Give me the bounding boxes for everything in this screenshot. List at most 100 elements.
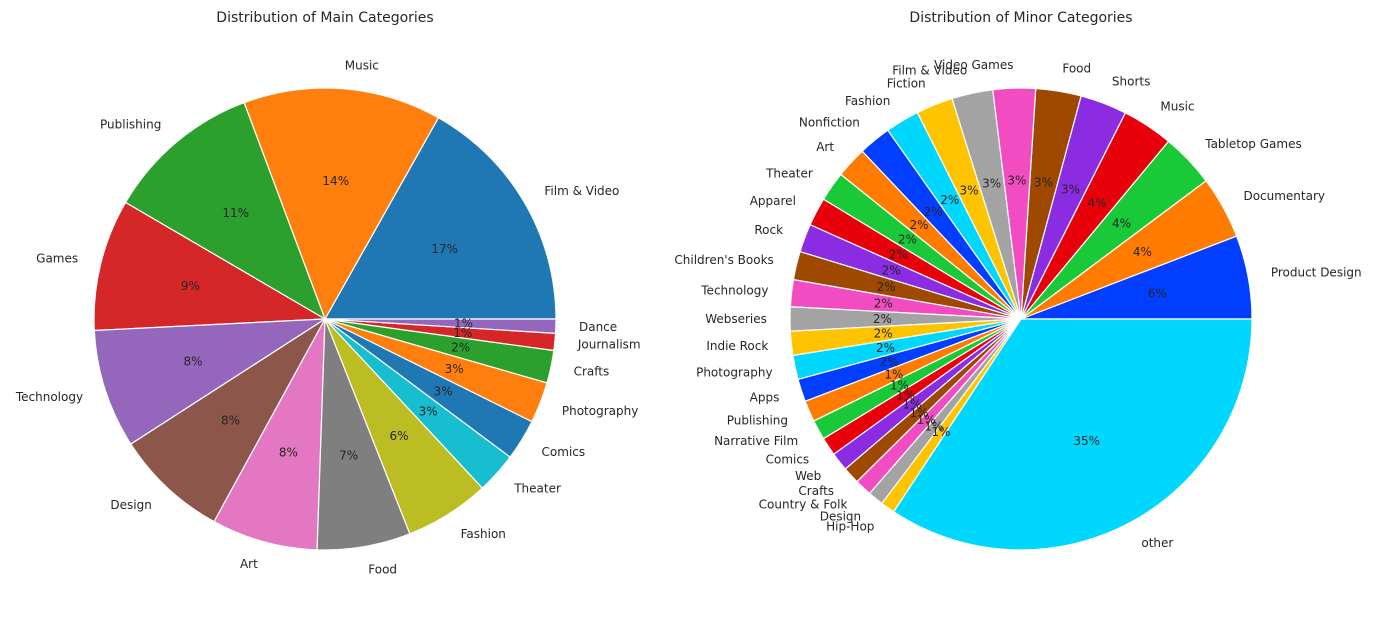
slice-pct-shorts: 3% [1061,183,1080,197]
slice-pct-music: 4% [1088,196,1107,210]
pie-slice-music [243,87,440,321]
slice-pct-country-folk: 1% [917,413,936,427]
slice-pct-product-design: 6% [1148,287,1167,301]
slice-label-design: Design [820,510,861,524]
slice-pct-crafts: 2% [451,341,470,355]
slice-pct-fashion: 6% [389,429,408,443]
slice-pct-film-video: 17% [431,242,458,256]
pie-slice-film-video [323,116,557,320]
slice-label-film-video: Film & Video [544,184,619,198]
pie-slice-other [892,318,1253,551]
slice-label-fiction: Fiction [887,76,926,90]
slice-label-webseries: Webseries [705,312,767,326]
slice-pct-nonfiction: 2% [924,205,943,219]
main-categories-title: Distribution of Main Categories [216,10,433,26]
slice-label-narrative-film: Narrative Film [714,434,798,448]
slice-pct-comics: 3% [434,385,453,399]
slice-pct-children-s-books: 2% [877,280,896,294]
slice-label-web: Web [795,469,821,483]
slice-label-theater: Theater [513,482,561,496]
slice-label-music: Music [345,59,379,73]
slice-label-apps: Apps [750,391,780,405]
slice-pct-fashion: 2% [940,193,959,207]
slice-label-art: Art [816,140,834,154]
slice-pct-rock: 2% [882,263,901,277]
slice-pct-games: 9% [181,279,200,293]
slice-label-games: Games [36,252,78,266]
slice-pct-journalism: 1% [453,326,472,340]
slice-pct-photography: 2% [876,341,895,355]
slice-pct-other: 35% [1073,434,1100,448]
slice-label-other: other [1141,536,1173,550]
slice-label-food: Food [1062,61,1091,75]
slice-pct-webseries: 2% [873,312,892,326]
main-categories-pie: Film & Video 17% Music 14% Publishing 11% Game… [15,59,641,577]
slice-pct-art: 8% [279,446,298,460]
slice-label-fashion: Fashion [845,94,890,108]
minor-categories-pie: Product Design 6% Documentary 4% Tabletop Ga… [674,58,1362,551]
slice-pct-crafts: 1% [910,406,929,420]
pie-slice-games [93,201,328,332]
slice-pct-web: 1% [903,398,922,412]
slice-label-comics: Comics [542,445,586,459]
slice-pct-theater: 2% [898,233,917,247]
slice-pct-video-games: 3% [1007,173,1026,187]
slice-label-crafts: Crafts [574,365,610,379]
slice-label-video-games: Video Games [934,58,1013,72]
slice-pct-publishing: 1% [884,367,903,381]
slice-pct-publishing: 11% [222,206,249,220]
slice-pct-theater: 3% [419,405,438,419]
pie-slice-technology [93,318,328,445]
slice-label-publishing: Publishing [100,118,161,132]
slice-pct-apps: 2% [880,355,899,369]
slice-label-photography: Photography [562,404,638,418]
pie-slice-art [213,318,326,551]
slice-label-technology: Technology [700,284,768,298]
slice-label-nonfiction: Nonfiction [799,115,860,129]
slice-pct-hip-hop: 1% [932,425,951,439]
slice-label-technology: Technology [15,390,83,404]
slice-label-theater: Theater [765,166,813,180]
slice-pct-music: 14% [322,174,349,188]
slice-pct-documentary: 4% [1133,245,1152,259]
slice-label-crafts: Crafts [798,484,834,498]
slice-label-film-video: Film & Video [892,64,967,78]
slice-label-indie-rock: Indie Rock [706,339,768,353]
pie-slice-publishing [124,101,327,321]
slice-pct-indie-rock: 2% [874,327,893,341]
slice-label-publishing: Publishing [727,414,788,428]
slice-pct-food: 3% [1034,175,1053,189]
slice-label-documentary: Documentary [1243,189,1325,203]
slice-label-journalism: Journalism [577,337,641,351]
slice-pct-food: 7% [339,449,358,463]
slice-label-comics: Comics [766,452,810,466]
slice-label-children-s-books: Children's Books [674,253,773,267]
slice-pct-comics: 1% [896,389,915,403]
slice-pct-art: 2% [910,218,929,232]
slice-label-shorts: Shorts [1112,75,1150,89]
slice-label-dance: Dance [579,320,617,334]
minor-categories-title: Distribution of Minor Categories [909,10,1132,26]
slice-pct-photography: 3% [445,362,464,376]
slice-label-apparel: Apparel [750,194,796,208]
slice-pct-apparel: 2% [889,248,908,262]
slice-pct-tabletop-games: 4% [1112,217,1131,231]
slice-label-product-design: Product Design [1271,266,1362,280]
slice-pct-dance: 1% [454,316,473,330]
slice-pct-narrative-film: 1% [890,379,909,393]
slice-label-country-folk: Country & Folk [759,498,848,512]
slice-label-design: Design [110,498,151,512]
slice-label-hip-hop: Hip-Hop [826,520,874,534]
slice-label-fashion: Fashion [461,527,506,541]
slice-pct-design: 8% [221,413,240,427]
slice-pct-technology: 2% [874,297,893,311]
pie-slice-design [129,318,326,523]
slice-label-music: Music [1160,100,1194,114]
slice-pct-film-video: 3% [982,177,1001,191]
slice-label-tabletop-games: Tabletop Games [1204,137,1302,151]
slice-pct-fiction: 3% [959,184,978,198]
slice-label-art: Art [240,557,258,571]
slice-label-food: Food [368,562,397,576]
